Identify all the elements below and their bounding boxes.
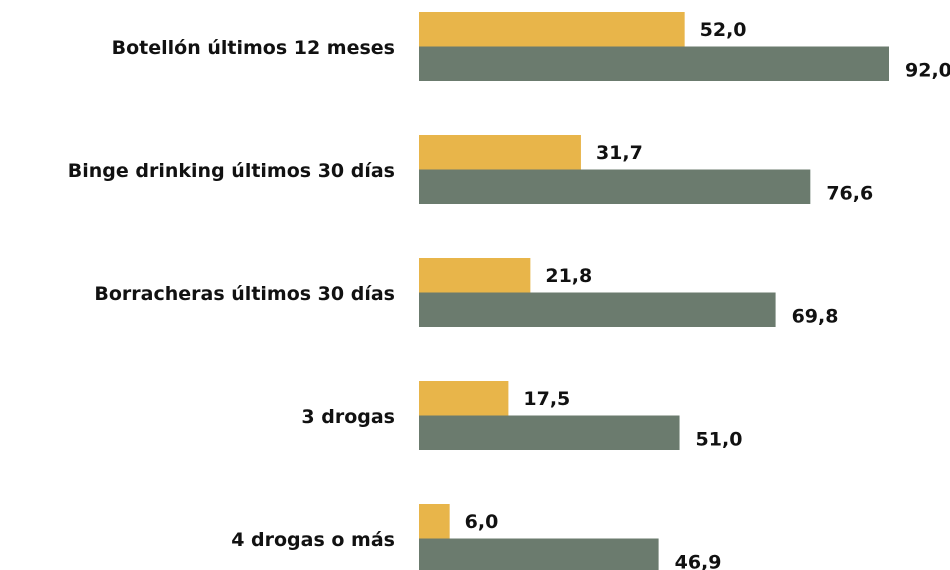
value-label: 92,0 — [905, 59, 950, 81]
value-label: 51,0 — [696, 428, 743, 450]
value-label: 17,5 — [523, 388, 570, 410]
bar — [419, 258, 531, 293]
value-label: 21,8 — [545, 265, 592, 287]
category-label: Borracheras últimos 30 días — [94, 283, 395, 305]
value-label: 69,8 — [792, 305, 839, 327]
bar — [419, 169, 811, 204]
value-label: 76,6 — [826, 182, 873, 204]
category-label: Botellón últimos 12 meses — [112, 37, 395, 59]
bar — [419, 135, 581, 170]
bar — [419, 538, 659, 570]
value-label: 6,0 — [465, 511, 499, 533]
category-label: 4 drogas o más — [231, 529, 395, 551]
bar — [419, 504, 450, 539]
value-label: 52,0 — [700, 19, 747, 41]
bar — [419, 46, 889, 81]
value-label: 46,9 — [675, 551, 722, 570]
value-label: 31,7 — [596, 142, 643, 164]
bar — [419, 415, 680, 450]
bar — [419, 12, 685, 47]
category-label: Binge drinking últimos 30 días — [68, 160, 395, 182]
bar — [419, 292, 776, 327]
category-label: 3 drogas — [301, 406, 395, 428]
bar — [419, 381, 509, 416]
